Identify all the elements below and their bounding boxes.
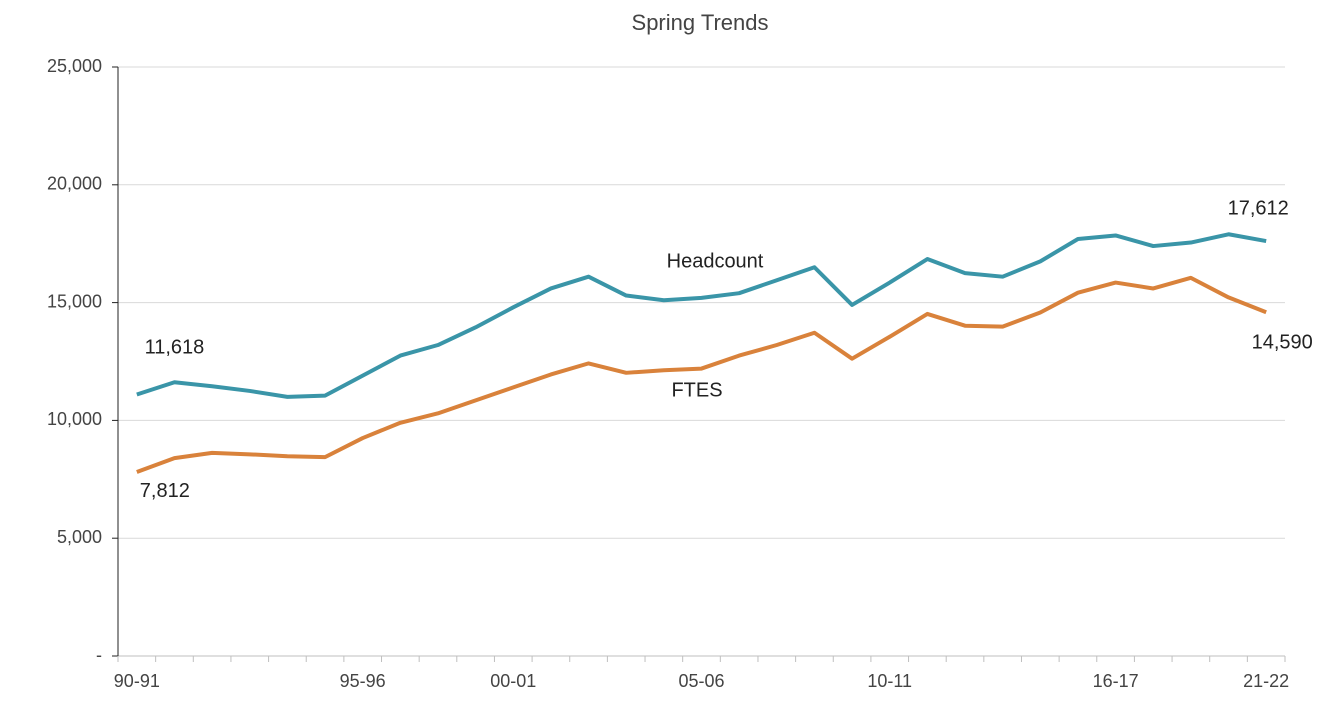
y-tick-label: 5,000	[57, 527, 102, 547]
chart-title: Spring Trends	[632, 10, 769, 35]
series-label: FTES	[671, 379, 722, 401]
data-label: 7,812	[140, 480, 190, 502]
x-tick-label: 21-22	[1243, 671, 1289, 691]
series-label: Headcount	[667, 250, 764, 272]
line-series	[136, 275, 1267, 474]
line-series	[136, 232, 1267, 399]
data-label: 11,618	[145, 337, 205, 359]
x-tick-label: 95-96	[340, 671, 386, 691]
y-tick-label: 25,000	[47, 56, 102, 76]
x-tick-label: 90-91	[114, 671, 160, 691]
data-label: 17,612	[1228, 197, 1289, 219]
x-tick-label: 16-17	[1093, 671, 1139, 691]
x-tick-label: 10-11	[867, 671, 912, 691]
y-tick-label: -	[96, 645, 102, 665]
y-tick-label: 10,000	[47, 409, 102, 429]
x-tick-label: 00-01	[490, 671, 536, 691]
y-tick-label: 15,000	[47, 291, 102, 311]
data-label: 14,590	[1252, 332, 1313, 354]
x-tick-label: 05-06	[678, 671, 724, 691]
y-tick-label: 20,000	[47, 174, 102, 194]
